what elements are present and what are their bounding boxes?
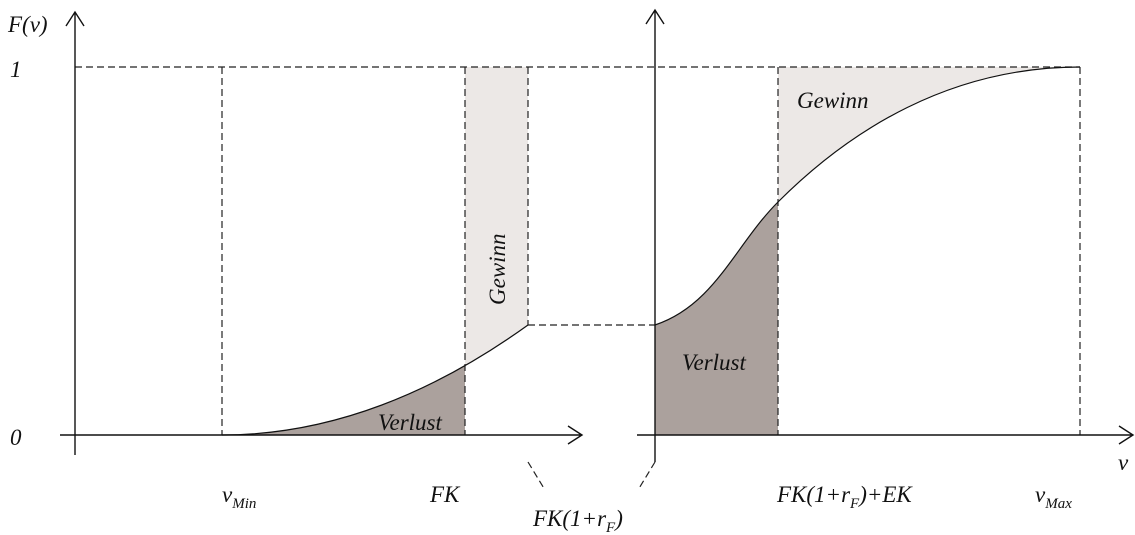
right-gain-area xyxy=(778,67,1080,202)
left-loss-label: Verlust xyxy=(378,410,443,435)
vmax-label: vMax xyxy=(1035,482,1072,512)
label-sub: Max xyxy=(1044,496,1072,512)
y-zero-label: 0 xyxy=(10,425,22,450)
label-sub: F xyxy=(849,496,860,512)
left-gain-label: Gewinn xyxy=(485,233,510,305)
guide-lines xyxy=(75,66,1081,491)
label-base: FK(1+r xyxy=(776,482,851,507)
right-y-axis xyxy=(645,8,665,462)
label-tail: )+EK xyxy=(857,482,913,507)
label-base: v xyxy=(1035,482,1046,507)
fk-label: FK xyxy=(429,482,461,507)
fk-rf-ek-label: FK(1+rF)+EK xyxy=(776,482,913,512)
vmin-label: vMin xyxy=(222,482,256,512)
label-base: v xyxy=(222,482,233,507)
label-base: FK xyxy=(429,482,461,507)
right-loss-area xyxy=(655,202,778,435)
left-gain-area xyxy=(465,67,528,366)
cdf-curve-left xyxy=(221,324,529,436)
label-sub: F xyxy=(605,520,616,535)
left-loss-area xyxy=(222,365,465,435)
label-sub: Min xyxy=(231,496,256,512)
right-gain-label: Gewinn xyxy=(797,88,869,113)
fk-rf-label: FK(1+rF) xyxy=(532,506,623,535)
left-y-axis xyxy=(65,10,85,455)
label-base: FK(1+r xyxy=(532,506,607,531)
label-tail: ) xyxy=(613,506,623,531)
y-axis-label: F(v) xyxy=(7,12,48,37)
right-x-axis xyxy=(637,425,1135,445)
left-x-axis xyxy=(60,425,584,445)
right-loss-label: Verlust xyxy=(682,350,747,375)
cdf-curve-right xyxy=(654,66,1081,326)
y-one-label: 1 xyxy=(10,57,22,82)
x-axis-label: v xyxy=(1118,450,1129,475)
